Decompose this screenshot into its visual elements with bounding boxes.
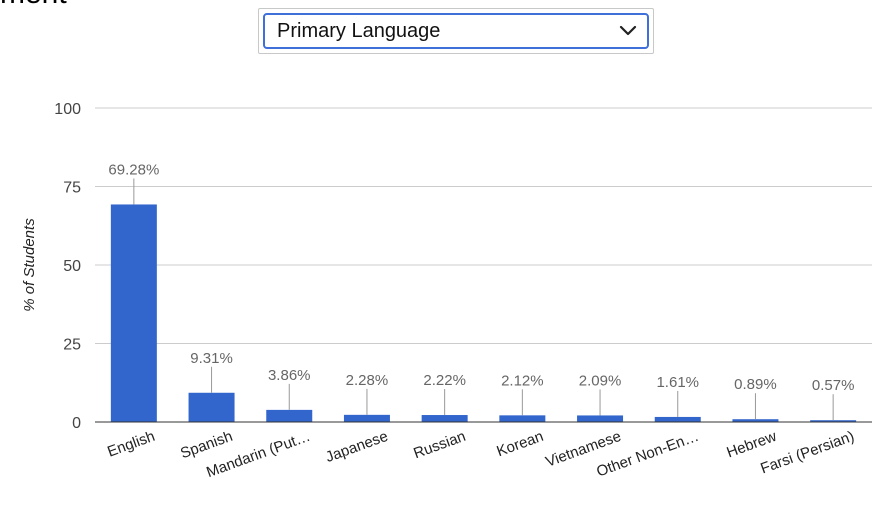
y-axis-label: % of Students [21,218,38,312]
y-tick-label: 0 [72,415,81,432]
data-labels: 69.28% 9.31% 3.86% 2.28% 2.22% 2.12% 2.09% 1.61… [108,161,854,394]
y-tick-label: 25 [63,337,81,354]
chart-gridlines [95,107,872,344]
bar[interactable] [110,204,157,422]
bar[interactable] [266,409,313,422]
data-label: 2.09% [579,372,622,389]
dropdown-selected-value: Primary Language [277,19,441,42]
x-tick-label: English [105,428,157,461]
y-tick-label: 75 [63,180,81,197]
primary-language-dropdown[interactable]: Primary Language [258,8,654,54]
dropdown-field[interactable]: Primary Language [263,13,649,49]
data-label: 2.12% [501,372,544,389]
bar[interactable] [577,415,624,422]
chevron-down-icon [619,25,637,36]
data-label: 2.22% [423,372,466,389]
bar[interactable] [188,392,235,422]
data-label: 1.61% [656,374,699,391]
bar[interactable] [810,420,857,422]
data-label: 0.89% [734,376,777,393]
x-tick-label: Japanese [323,428,390,466]
y-tick-label: 100 [54,101,81,118]
data-label: 0.57% [812,377,855,394]
data-label-leaders [133,178,834,421]
data-label: 2.28% [346,372,389,389]
bars [110,204,857,422]
x-tick-label: Russian [411,428,468,463]
bar[interactable] [499,415,546,422]
x-tick-label: Korean [494,428,545,461]
page-title-fragment: ment [0,0,67,14]
y-tick-label: 50 [63,258,81,275]
y-axis-ticks: 0 25 50 75 100 [54,101,81,432]
data-label: 9.31% [190,350,233,367]
data-label: 69.28% [108,161,159,178]
bar[interactable] [732,419,779,422]
bar[interactable] [654,416,701,422]
data-label: 3.86% [268,367,311,384]
bar[interactable] [343,414,390,422]
bar[interactable] [421,415,468,422]
